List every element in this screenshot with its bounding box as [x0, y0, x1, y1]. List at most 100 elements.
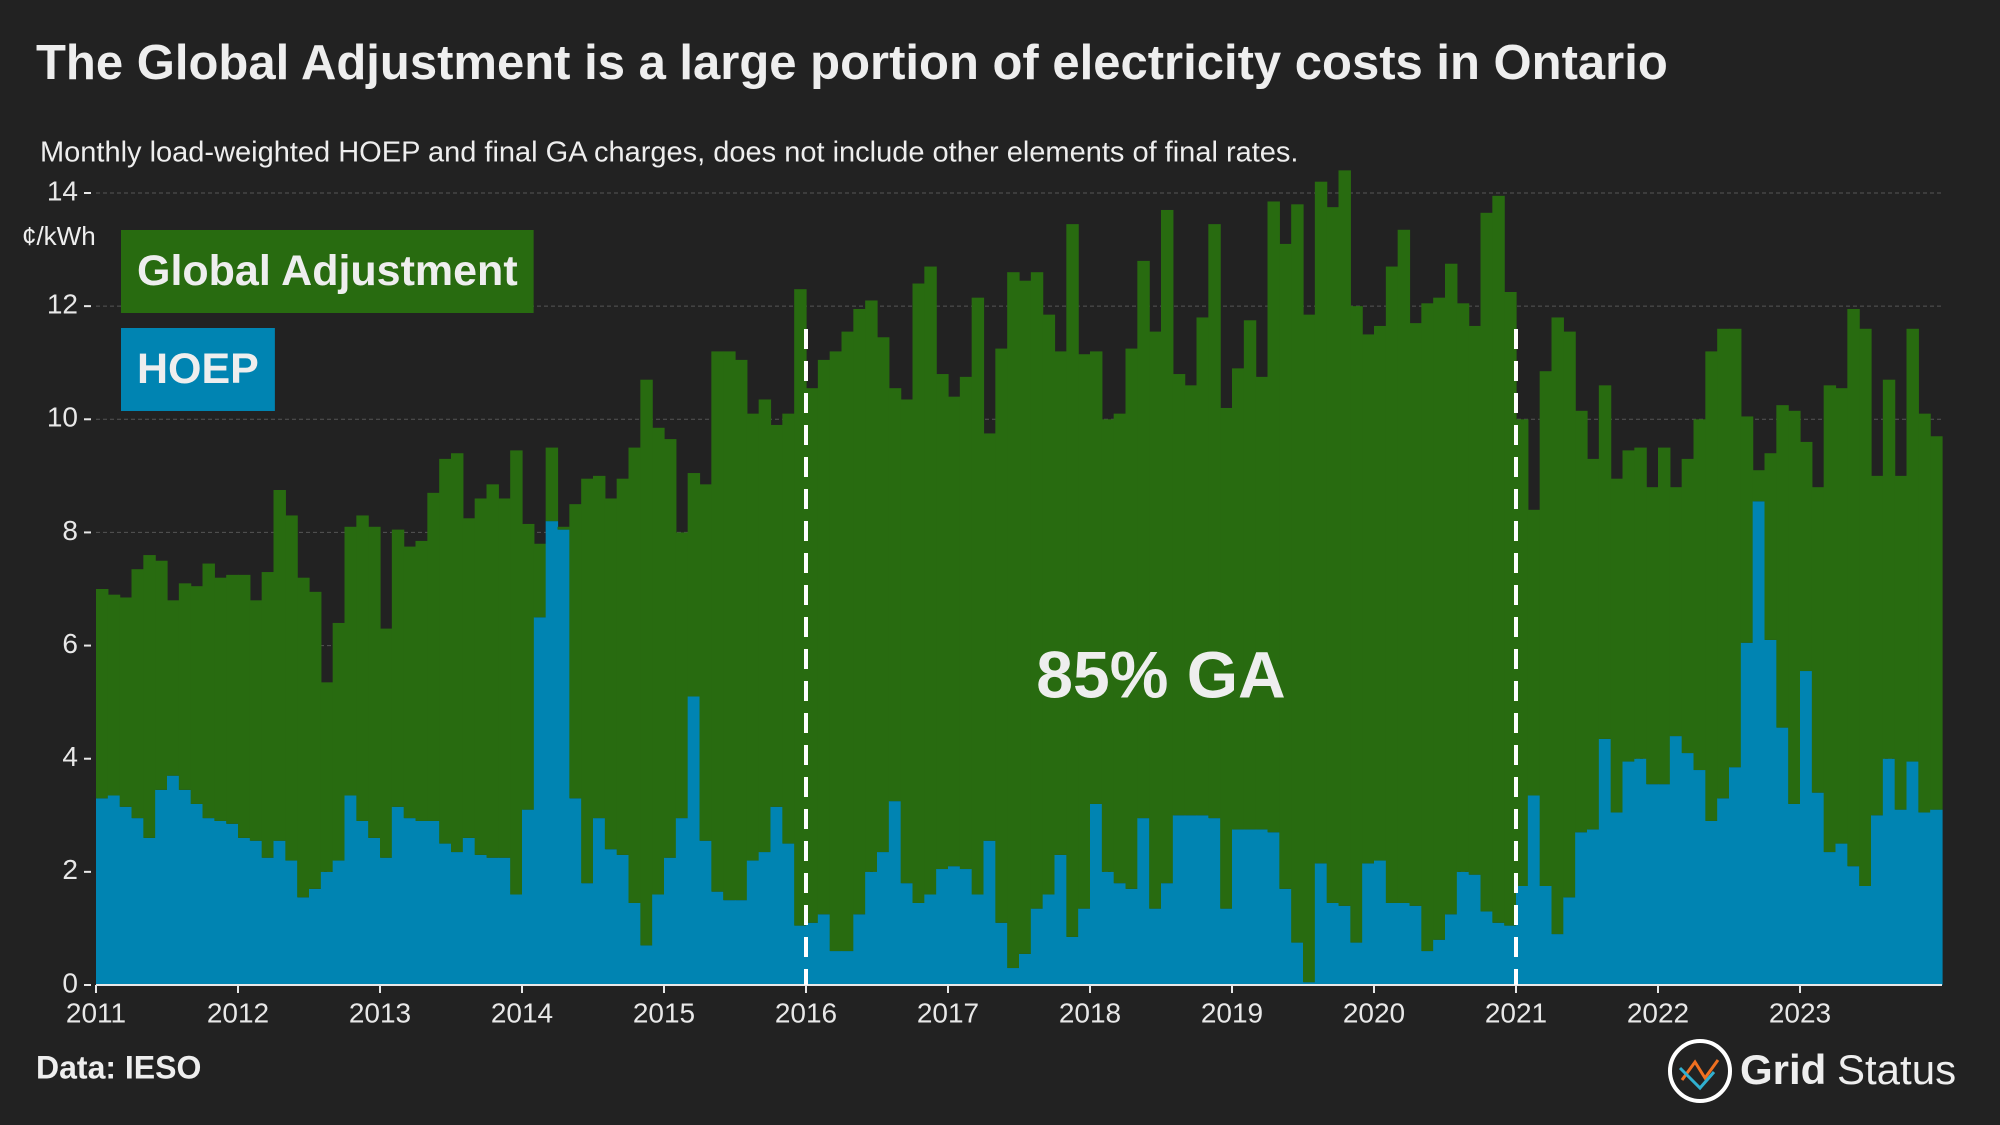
logo-icon-line [1680, 1059, 1720, 1081]
x-tick-label: 2023 [1769, 997, 1831, 1028]
bar-segment [1267, 832, 1280, 985]
bar-segment [202, 563, 215, 819]
bar-segment [936, 869, 949, 985]
bar-segment [1882, 758, 1896, 985]
bar-segment [1847, 866, 1860, 985]
bar-segment [1433, 297, 1446, 940]
bar-segment [1374, 860, 1387, 985]
bar-segment [581, 883, 594, 985]
bar-segment [1610, 812, 1624, 985]
bar-segment [1634, 447, 1647, 759]
bar-segment [1563, 897, 1576, 985]
bar-segment [912, 283, 925, 903]
bar-segment [1172, 374, 1186, 816]
bar-segment [581, 478, 594, 884]
bar-segment [309, 888, 322, 985]
bar-segment [1918, 812, 1931, 985]
x-tick-label: 2022 [1627, 997, 1689, 1028]
bar-segment [190, 586, 204, 804]
bar-segment [474, 854, 488, 985]
bar-segment [1859, 328, 1872, 886]
bar-segment [924, 894, 937, 985]
bar-segment [1871, 815, 1884, 985]
y-tick-label: 12 [47, 289, 78, 320]
bar-segment [1161, 209, 1174, 884]
bar-segment [1125, 348, 1138, 889]
bar-segment [1669, 487, 1683, 737]
bar-segment [214, 577, 227, 821]
bar-segment [1527, 509, 1541, 796]
bar-segment [368, 837, 381, 985]
bar-segment [1019, 953, 1032, 985]
bar-segment [735, 900, 748, 985]
bar-segment [143, 837, 156, 985]
bar-segment [1030, 272, 1044, 909]
bar-segment [1220, 407, 1233, 909]
bar-segment [829, 951, 843, 985]
bar-segment [628, 902, 641, 985]
bar-segment [451, 453, 464, 853]
bar-segment [1551, 317, 1564, 935]
bar-segment [1811, 792, 1825, 985]
bar-segment [557, 529, 570, 985]
bar-segment [1764, 639, 1777, 985]
bar-segment [1882, 379, 1896, 759]
bar-segment [1658, 784, 1671, 985]
bar-segment [167, 775, 180, 985]
bar-segment [1681, 753, 1695, 985]
bar-segment [1350, 306, 1363, 943]
bar-segment [1492, 195, 1505, 923]
bar-segment [403, 818, 417, 985]
bar-segment [593, 475, 606, 819]
bar-segment [675, 818, 689, 985]
bar-segment [1279, 243, 1292, 889]
bar-segment [1362, 334, 1375, 864]
bar-segment [1598, 738, 1612, 985]
bar-segment [1634, 758, 1647, 985]
bar-segment [1598, 385, 1612, 739]
logo-text: Grid [1740, 1046, 1826, 1093]
bar-segment [817, 914, 831, 985]
bar-segment [178, 789, 192, 985]
bar-segment [640, 379, 653, 946]
bar-segment [320, 682, 334, 872]
bar-segment [1646, 487, 1659, 785]
bar-segment [1658, 447, 1671, 785]
bar-segment [794, 925, 807, 985]
bar-segment [96, 798, 109, 985]
bar-segment [1291, 204, 1304, 943]
bar-segment [1196, 317, 1209, 816]
bar-segment [806, 922, 819, 985]
bar-segment [1232, 368, 1245, 830]
bar-segment [1362, 863, 1375, 985]
y-tick-label: 14 [47, 175, 78, 206]
y-tick-label: 0 [62, 967, 78, 998]
y-tick-label: 8 [62, 515, 78, 546]
bar-segment [119, 597, 133, 807]
bar-segment [1693, 770, 1706, 985]
chart-subtitle: Monthly load-weighted HOEP and final GA … [40, 137, 1298, 169]
bar-segment [1776, 727, 1789, 985]
y-tick-label: 6 [62, 628, 78, 659]
bar-segment [190, 803, 204, 985]
bar-segment [249, 840, 263, 985]
bar-segment [1196, 815, 1209, 985]
bar-segment [971, 894, 985, 985]
bar-segment [107, 594, 121, 796]
bar-segment [1042, 894, 1056, 985]
bar-segment [1303, 982, 1316, 985]
bar-segment [1669, 736, 1683, 985]
bar-segment [1681, 458, 1695, 754]
bar-segment [1492, 922, 1505, 985]
bar-segment [462, 837, 476, 985]
bar-segment [983, 433, 996, 841]
bar-segment [687, 473, 701, 697]
bar-segment [155, 560, 168, 790]
bar-segment [1326, 902, 1340, 985]
bar-segment [995, 922, 1008, 985]
bar-segment [285, 515, 298, 861]
bar-segment [616, 478, 630, 855]
bar-segment [1811, 487, 1825, 793]
bar-segment [782, 413, 795, 844]
